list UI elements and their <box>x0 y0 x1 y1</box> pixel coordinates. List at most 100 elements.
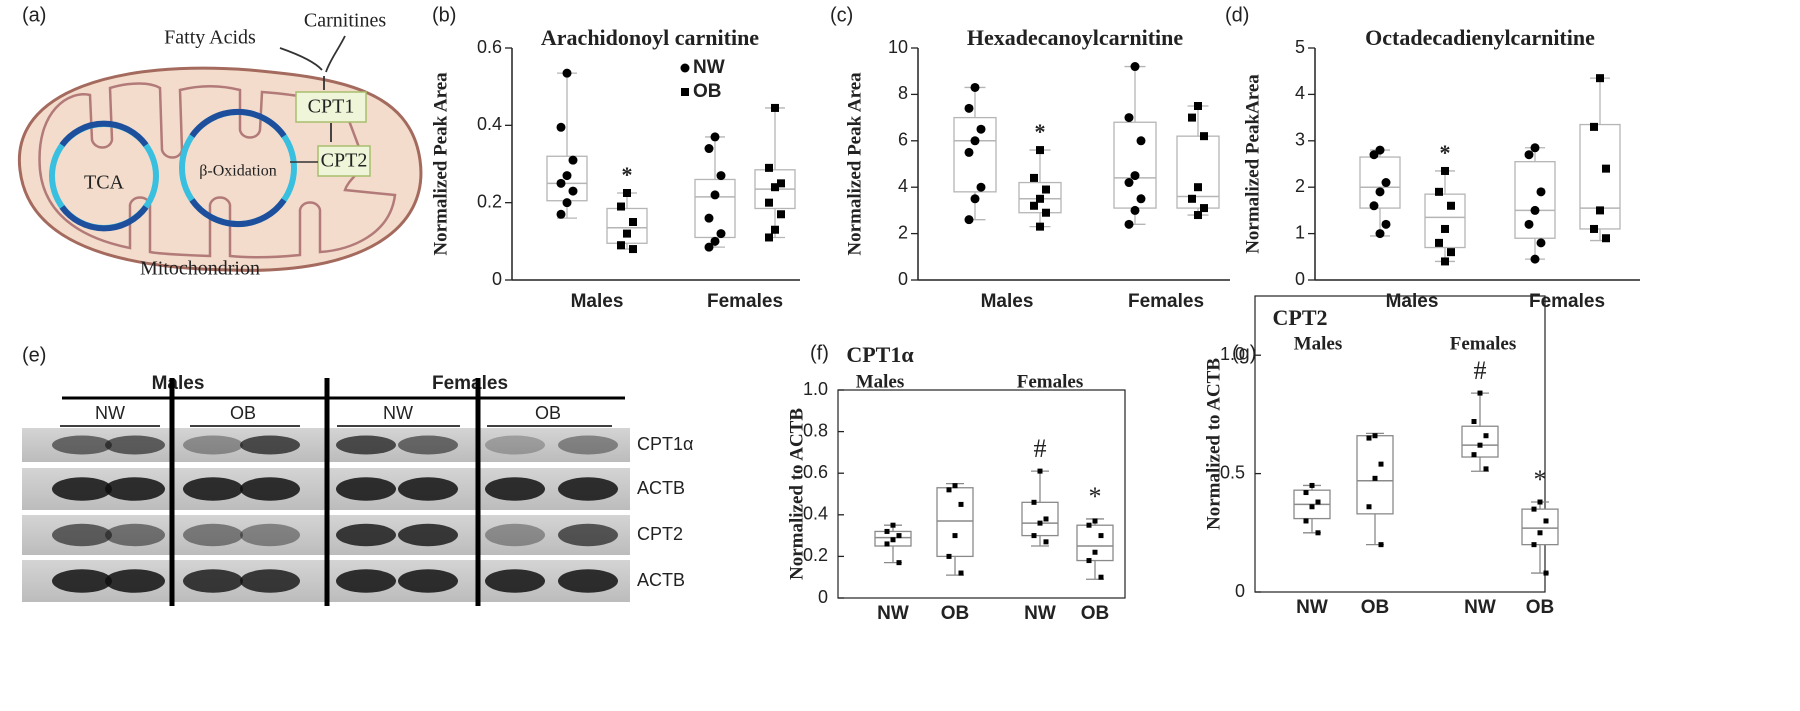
data-point <box>1188 194 1196 203</box>
data-point <box>623 189 631 197</box>
row-label: ACTB <box>637 478 685 498</box>
y-tick-label: 2 <box>898 222 908 242</box>
data-point <box>1098 533 1104 539</box>
group-label: Males <box>856 371 905 392</box>
blot-band <box>558 569 618 593</box>
row-label: CPT1α <box>637 434 693 454</box>
input-label: Carnitines <box>304 10 386 32</box>
beta-oxidation-arrow <box>189 108 287 228</box>
data-point <box>1530 143 1540 153</box>
data-point <box>1303 490 1309 496</box>
data-point <box>884 541 890 547</box>
input-label: Fatty Acids <box>164 27 256 49</box>
annotation: # <box>1474 356 1487 385</box>
x-tick-label: Males <box>981 291 1034 312</box>
data-point <box>964 147 974 157</box>
data-point <box>1303 518 1309 524</box>
chart: (g) CPT2 Normalized to ACTB 0 0.5 1.0 Males Fem… <box>1203 295 1559 618</box>
data-point <box>1372 433 1378 439</box>
blot-band <box>183 523 243 547</box>
data-point <box>1435 238 1443 247</box>
y-axis-label: Normalized Peak Area <box>844 72 865 256</box>
blot-band <box>336 523 396 547</box>
data-point <box>1471 452 1477 458</box>
box <box>1021 501 1059 537</box>
data-point <box>1447 201 1455 210</box>
y-tick-label: 0 <box>818 587 828 607</box>
box <box>694 178 736 239</box>
y-tick-label: 0.4 <box>803 504 828 524</box>
blot-band <box>398 477 458 501</box>
x-tick-label: OB <box>1361 597 1390 618</box>
y-axis-label: Normalized to ACTB <box>1203 358 1224 530</box>
y-axis-label: Normalized PeakArea <box>1242 74 1263 254</box>
blot-band <box>183 569 243 593</box>
panel-label: (e) <box>22 344 46 366</box>
data-point <box>1130 205 1140 215</box>
data-point <box>1543 570 1549 576</box>
box <box>1461 425 1499 458</box>
data-point <box>716 171 726 181</box>
data-point <box>1369 201 1379 211</box>
enzyme-box <box>295 91 367 123</box>
panel-label: (a) <box>22 4 46 26</box>
blot-band <box>183 477 243 501</box>
data-point <box>1200 132 1208 141</box>
data-point <box>1530 254 1540 264</box>
box <box>606 207 648 244</box>
western-blot: (e) Males Females NW OB NW OB CPT1α ACTB C… <box>22 344 693 606</box>
data-point <box>958 570 964 576</box>
arrow <box>279 35 346 90</box>
x-tick-label: NW <box>877 603 909 624</box>
data-point <box>1124 219 1134 229</box>
x-tick-label: OB <box>1526 597 1555 618</box>
group-label: Females <box>1450 333 1516 354</box>
chart-title: Arachidonoyl carnitine <box>541 25 759 50</box>
data-point <box>1596 74 1604 83</box>
data-point <box>1537 530 1543 536</box>
blot-band <box>240 569 300 593</box>
diagram: (a) TCA β-Oxidation Fatty Acids Carnitin… <box>17 4 423 280</box>
data-point <box>1537 499 1543 505</box>
data-point <box>952 533 958 539</box>
data-point <box>1435 187 1443 196</box>
data-point <box>562 198 572 208</box>
x-tick-label: Females <box>1529 291 1605 312</box>
x-tick-label: NW <box>1464 597 1496 618</box>
data-point <box>1030 173 1038 182</box>
y-tick-label: 6 <box>898 130 908 150</box>
data-point <box>568 155 578 165</box>
data-point <box>1590 224 1598 233</box>
data-point <box>710 190 720 200</box>
blot-band <box>52 569 112 593</box>
y-tick-label: 1.0 <box>1220 344 1245 364</box>
box <box>936 487 974 558</box>
data-point <box>1596 206 1604 215</box>
data-point <box>952 483 958 489</box>
blot-band <box>398 569 458 593</box>
y-tick-label: 8 <box>898 83 908 103</box>
row-label: CPT2 <box>637 524 683 544</box>
data-point <box>771 183 779 192</box>
data-point <box>765 233 773 242</box>
data-point <box>1042 185 1050 194</box>
blot-band <box>105 523 165 547</box>
data-point <box>771 103 779 112</box>
data-point <box>556 209 566 219</box>
cycle-label: β-Oxidation <box>199 163 276 180</box>
data-point <box>964 103 974 113</box>
data-point <box>1043 539 1049 545</box>
box <box>1424 193 1466 249</box>
y-tick-label: 0.5 <box>1220 462 1245 482</box>
blot-band <box>336 569 396 593</box>
box <box>1514 161 1556 239</box>
data-point <box>1524 219 1534 229</box>
chart-title: Hexadecanoylcarnitine <box>967 25 1184 50</box>
subgroup-label: NW <box>383 403 413 423</box>
x-tick-label: OB <box>941 603 970 624</box>
data-point <box>704 242 714 252</box>
annotation: * <box>1035 119 1046 144</box>
plot-frame <box>837 389 1126 599</box>
data-point <box>958 501 964 507</box>
data-point <box>1441 257 1449 266</box>
